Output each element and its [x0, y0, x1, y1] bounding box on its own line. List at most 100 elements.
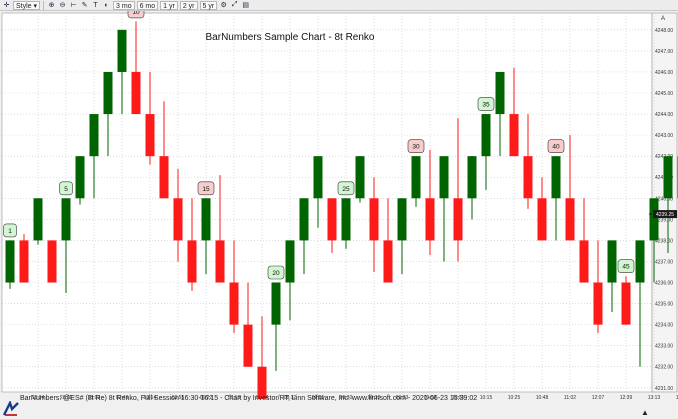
bar-number-box: [407, 139, 425, 153]
expand-icon[interactable]: ⤢: [231, 1, 238, 8]
plot-area: [1, 12, 653, 393]
crosshair-icon[interactable]: ✛: [3, 2, 10, 9]
x-tick-label: 23:03: [88, 395, 101, 399]
y-tick-label: 4246.00: [655, 70, 673, 76]
y-tick-label: 4236.00: [655, 281, 673, 287]
draw-icon[interactable]: ✎: [81, 2, 88, 9]
bar-number-box: [547, 139, 565, 153]
renko-brick: [61, 198, 71, 294]
brick-body: [397, 198, 407, 241]
brick-body: [565, 198, 575, 241]
renko-brick: [187, 198, 197, 291]
period-button-4[interactable]: 5 yr: [199, 0, 218, 10]
bar-number-label: 5: [59, 181, 73, 196]
bar-number-box: [267, 265, 285, 280]
x-tick-label: 09:32: [368, 395, 381, 399]
brick-body: [635, 240, 645, 283]
chart-toolbar: ✛ Style ▾ ⊕ ⊖ ⊢ ✎ T ◐ 3 mo 6 mo 1 yr 2 yr 5 yr ⚙ ⤢ ▤: [0, 0, 678, 11]
brick-body: [509, 114, 519, 157]
x-tick-label: 16:34: [32, 395, 45, 399]
menu-icon[interactable]: ▤: [242, 2, 249, 9]
brick-body: [425, 198, 435, 241]
chart-title: BarNumbers Sample Chart - 8t Renko: [206, 32, 375, 43]
renko-brick: [131, 21, 141, 115]
x-tick-label: 10:01: [452, 395, 465, 399]
period-button-0[interactable]: 3 mo: [113, 0, 135, 10]
renko-brick: [537, 177, 547, 241]
colors-icon[interactable]: ◐: [104, 1, 109, 9]
x-tick-label: 10:25: [508, 395, 521, 399]
brick-body: [523, 156, 533, 199]
brick-body: [173, 198, 183, 241]
ruler-icon[interactable]: ⊢: [70, 2, 77, 9]
brick-body: [579, 240, 589, 283]
renko-brick: [635, 240, 645, 367]
bar-number-text: 45: [622, 264, 630, 271]
scale-marker: A: [661, 16, 665, 22]
brick-body: [551, 156, 561, 199]
renko-brick: [551, 156, 561, 241]
renko-brick: [103, 71, 113, 157]
renko-brick: [313, 156, 323, 228]
y-tick-label: 4232.00: [655, 365, 673, 371]
brick-body: [439, 156, 449, 199]
brick-body: [355, 156, 365, 199]
y-tick-label: 4234.00: [655, 323, 673, 329]
brick-body: [313, 156, 323, 199]
bar-number-label: 25: [337, 181, 355, 196]
renko-brick: [369, 177, 379, 272]
style-dropdown[interactable]: Style ▾: [13, 0, 41, 10]
bar-number-text: 20: [272, 270, 280, 277]
scroll-up-icon[interactable]: ▲: [641, 408, 649, 417]
bar-number-label: 10: [127, 11, 145, 19]
renko-brick: [173, 168, 183, 262]
bar-number-label: 40: [547, 139, 565, 153]
x-tick-label: 03:14: [144, 395, 157, 399]
brick-body: [201, 198, 211, 241]
y-tick-label: 4237.00: [655, 259, 673, 265]
renko-brick: [285, 240, 295, 321]
renko-brick: [75, 156, 85, 205]
x-tick-label: 12:07: [592, 395, 605, 399]
x-tick-label: 10:15: [480, 395, 493, 399]
text-icon[interactable]: T: [93, 1, 98, 9]
zoom-icon[interactable]: ⊕: [48, 2, 55, 9]
brick-body: [187, 240, 197, 283]
renko-brick: [663, 156, 673, 254]
brick-body: [117, 29, 127, 72]
bar-number-text: 40: [552, 144, 560, 151]
x-tick-label: 06:22: [200, 395, 213, 399]
y-tick-label: 4231.00: [655, 386, 673, 392]
brick-body: [327, 198, 337, 241]
chart-footer: BarNumbers: @ES# (8t Re) 8t Renko, Full …: [20, 395, 478, 402]
brick-body: [271, 282, 281, 325]
renko-brick: [411, 156, 421, 207]
settings-icon[interactable]: ⚙: [220, 2, 227, 9]
brick-body: [607, 240, 617, 283]
brick-body: [5, 240, 15, 283]
renko-brick: [229, 240, 239, 334]
y-tick-label: 4243.00: [655, 133, 673, 139]
brick-body: [229, 282, 239, 325]
zoom-out-icon[interactable]: ⊖: [59, 2, 66, 9]
renko-brick: [355, 156, 365, 203]
bar-number-box: [477, 97, 495, 111]
brick-body: [19, 240, 29, 283]
brick-body: [61, 198, 71, 241]
brick-body: [341, 198, 351, 241]
period-button-1[interactable]: 6 mo: [136, 0, 159, 10]
bar-number-label: 15: [197, 181, 215, 196]
brick-body: [285, 240, 295, 283]
brick-body: [299, 198, 309, 241]
renko-brick: [327, 198, 337, 254]
x-tick-label: 13:13: [648, 395, 661, 399]
period-button-3[interactable]: 2 yr: [179, 0, 198, 10]
bar-number-text: 10: [132, 11, 140, 16]
x-tick-label: 08:12: [284, 395, 297, 399]
bar-number-label: 30: [407, 139, 425, 153]
renko-brick: [5, 240, 15, 289]
period-button-2[interactable]: 1 yr: [160, 0, 178, 10]
bar-number-label: 35: [477, 97, 495, 111]
renko-brick: [509, 67, 519, 157]
bar-number-text: 35: [482, 102, 490, 109]
